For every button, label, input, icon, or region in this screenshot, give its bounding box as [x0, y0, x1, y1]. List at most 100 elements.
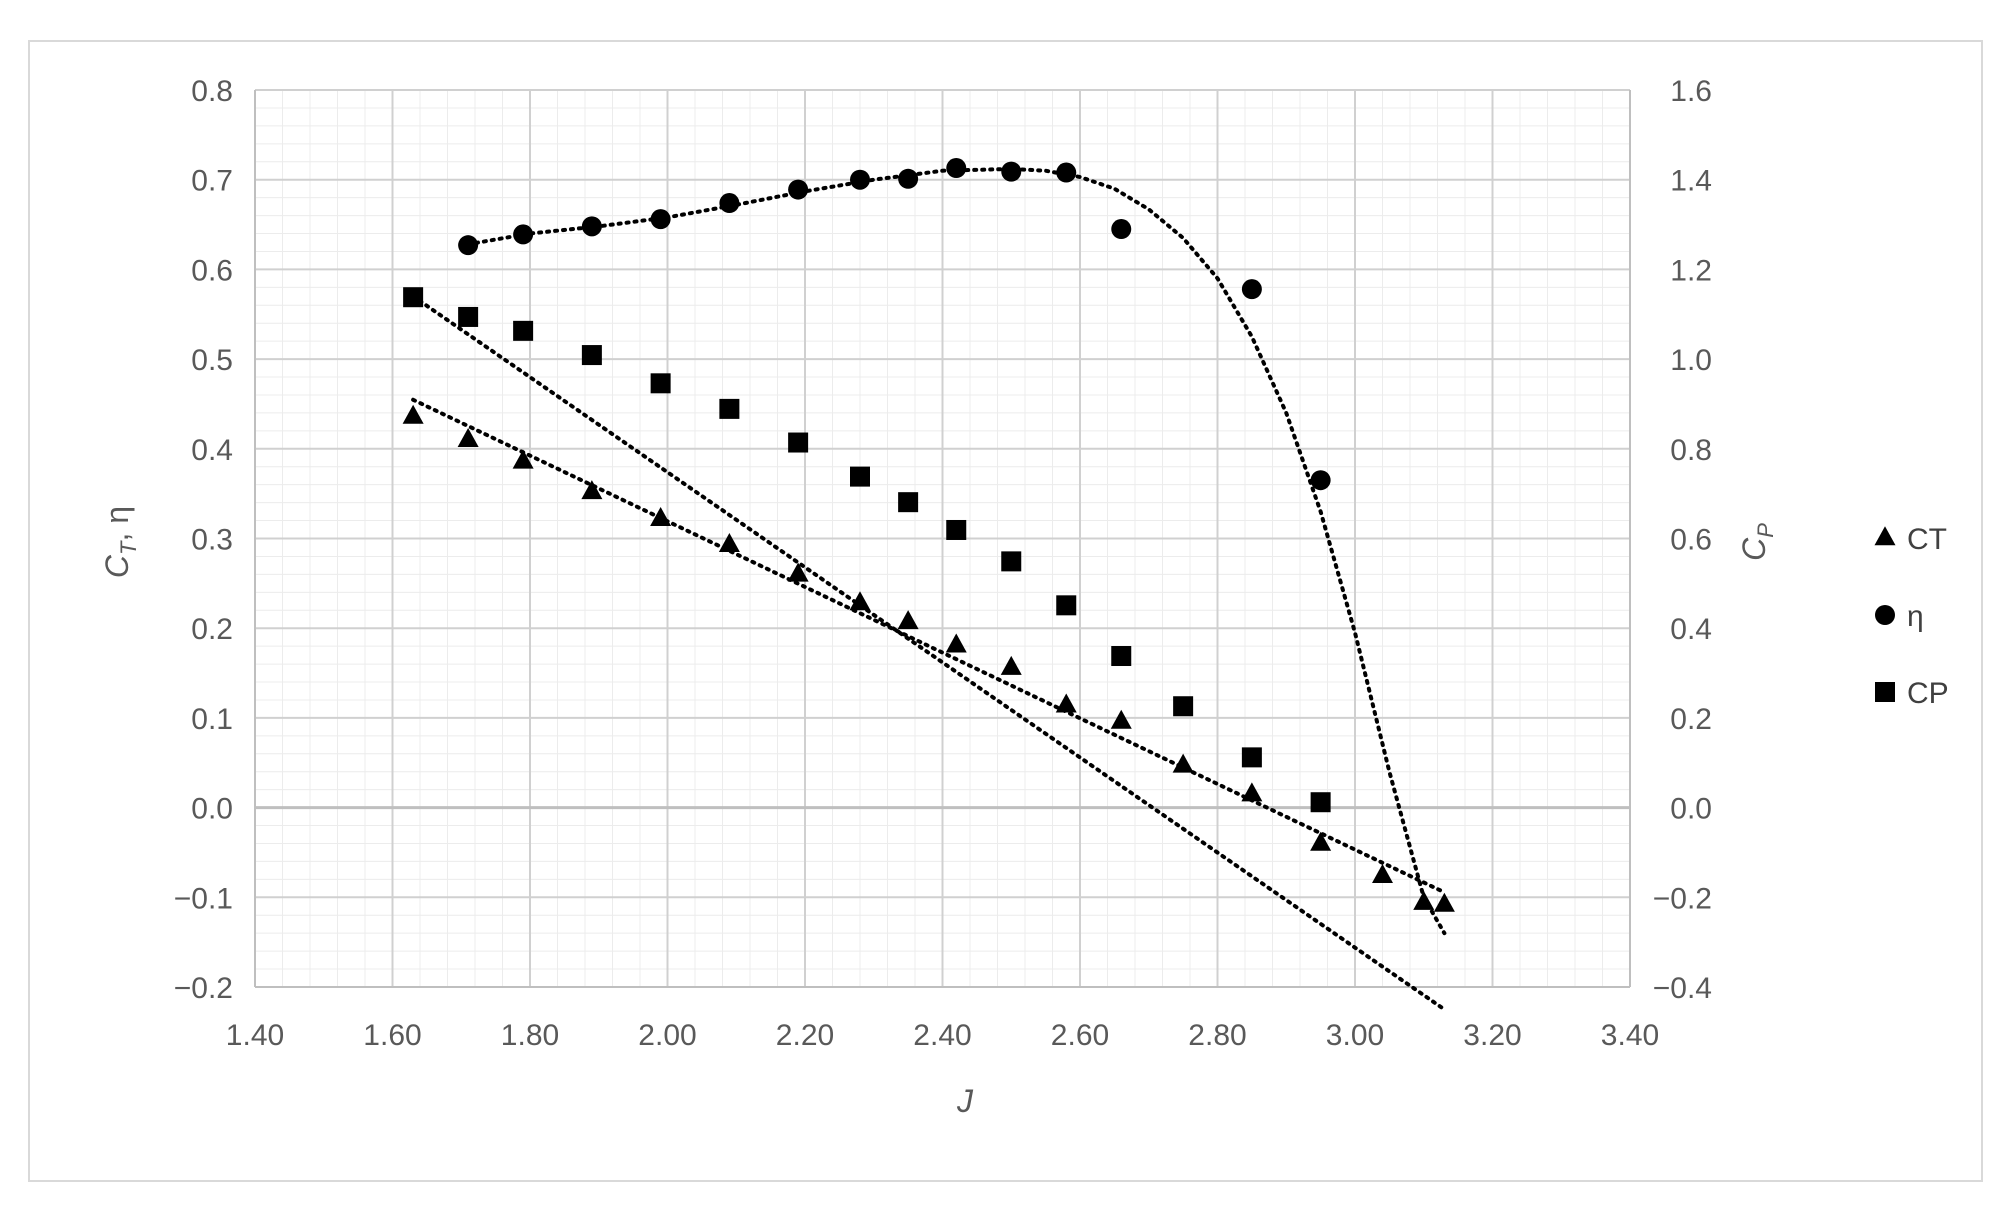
x-tick-label: 2.60 — [1051, 1019, 1109, 1052]
y-right-tick-label: 1.4 — [1670, 165, 1712, 198]
marker-triangle — [1241, 782, 1263, 802]
marker-square — [898, 492, 919, 513]
marker-triangle — [1413, 890, 1435, 910]
y-right-tick-label: 0.6 — [1670, 524, 1712, 557]
y-left-tick-label: 0.3 — [191, 524, 233, 557]
trendline-circle — [466, 166, 1447, 936]
marker-circle — [1001, 161, 1022, 182]
y-right-tick-label: 0.2 — [1670, 703, 1712, 736]
marker-triangle — [512, 449, 534, 469]
y-right-tick-label: 1.6 — [1670, 75, 1712, 108]
y-left-title-main: C — [99, 554, 135, 578]
marker-circle — [1056, 162, 1077, 183]
marker-triangle — [1433, 892, 1455, 912]
y-right-tick-label: 0.0 — [1670, 793, 1712, 826]
marker-circle — [1241, 279, 1262, 300]
marker-square — [1241, 747, 1262, 768]
y-left-title-rest: , η — [99, 506, 135, 542]
marker-triangle — [1372, 863, 1393, 883]
x-tick-label: 1.60 — [363, 1019, 421, 1052]
legend-label: η — [1907, 600, 1924, 633]
y-left-tick-label: 0.5 — [191, 344, 233, 377]
y-left-tick-label: 0.7 — [191, 165, 233, 198]
y-left-tick-label: −0.2 — [174, 972, 233, 1005]
data-markers — [402, 158, 1455, 912]
marker-triangle — [1000, 655, 1022, 675]
marker-circle — [788, 179, 809, 200]
trendline-square — [411, 294, 1447, 1012]
marker-triangle — [787, 562, 809, 582]
y-left-axis-title: CT, η — [99, 506, 141, 578]
y-left-tick-label: 0.1 — [191, 703, 233, 736]
marker-circle — [513, 224, 534, 245]
x-tick-label: 2.00 — [638, 1019, 696, 1052]
marker-square — [719, 398, 740, 419]
marker-square — [788, 432, 809, 453]
marker-circle — [1111, 219, 1132, 240]
x-tick-labels: 1.40 1.60 1.80 2.00 2.20 2.40 2.60 2.80 3.00 3.20… — [226, 1019, 1659, 1052]
marker-triangle — [457, 428, 479, 448]
y-right-tick-label: −0.2 — [1653, 882, 1712, 915]
marker-square — [650, 373, 671, 394]
x-tick-label: 3.00 — [1326, 1019, 1384, 1052]
marker-circle — [719, 193, 740, 214]
major-grid — [254, 89, 1631, 988]
y-right-axis-title: CP — [1736, 523, 1778, 561]
y-left-tick-label: 0.4 — [191, 434, 233, 467]
y-left-title-sub: T — [116, 540, 141, 555]
legend-marker-triangle — [1874, 526, 1896, 546]
marker-square — [458, 306, 479, 327]
marker-triangle — [718, 532, 740, 552]
x-tick-label: 2.20 — [776, 1019, 834, 1052]
trendlines — [411, 166, 1447, 1012]
y-right-tick-label: 1.2 — [1670, 254, 1712, 287]
y-right-title-main: C — [1736, 537, 1772, 561]
x-tick-label: 1.80 — [501, 1019, 559, 1052]
marker-triangle — [1172, 753, 1194, 773]
marker-triangle — [581, 480, 603, 500]
marker-square — [850, 466, 870, 487]
legend-label: CT — [1907, 523, 1947, 556]
legend: CT η CP — [1874, 523, 1949, 710]
marker-circle — [458, 235, 479, 256]
marker-circle — [581, 216, 602, 237]
marker-triangle — [849, 591, 871, 611]
y-right-tick-label: 0.8 — [1670, 434, 1712, 467]
legend-marker-circle — [1875, 605, 1895, 625]
x-tick-label: 3.40 — [1601, 1019, 1659, 1052]
marker-square — [1173, 696, 1194, 717]
marker-square — [1310, 792, 1331, 813]
marker-triangle — [1310, 831, 1332, 851]
y-right-tick-label: 1.0 — [1670, 344, 1712, 377]
marker-square — [1001, 551, 1022, 572]
chart: 1.40 1.60 1.80 2.00 2.20 2.40 2.60 2.80 3.00 3.20… — [99, 75, 1949, 1119]
marker-square — [513, 320, 534, 341]
y-left-tick-label: 0.2 — [191, 613, 233, 646]
chart-frame: 1.40 1.60 1.80 2.00 2.20 2.40 2.60 2.80 3.00 3.20… — [28, 40, 1983, 1182]
y-left-tick-label: −0.1 — [174, 882, 233, 915]
marker-square — [946, 519, 967, 540]
marker-triangle — [1110, 709, 1132, 729]
x-tick-label: 1.40 — [226, 1019, 284, 1052]
y-left-tick-labels: 0.8 0.7 0.6 0.5 0.4 0.3 0.2 0.1 0.0 −0.1 −0.2 — [174, 75, 233, 1005]
y-right-tick-label: 0.4 — [1670, 613, 1712, 646]
marker-triangle — [650, 506, 672, 526]
marker-circle — [898, 168, 919, 189]
y-left-tick-label: 0.8 — [191, 75, 233, 108]
y-right-tick-label: −0.4 — [1653, 972, 1712, 1005]
marker-circle — [1310, 470, 1331, 491]
marker-circle — [850, 169, 870, 190]
plot-axes — [254, 90, 1631, 988]
marker-triangle — [945, 633, 967, 653]
y-right-title-sub: P — [1753, 523, 1778, 538]
x-tick-label: 3.20 — [1463, 1019, 1521, 1052]
y-left-tick-label: 0.0 — [191, 793, 233, 826]
y-left-tick-label: 0.6 — [191, 254, 233, 287]
marker-triangle — [402, 404, 424, 424]
marker-square — [1111, 646, 1132, 667]
marker-triangle — [897, 610, 919, 630]
marker-circle — [946, 158, 967, 179]
marker-triangle — [1055, 693, 1077, 713]
y-right-tick-labels: 1.6 1.4 1.2 1.0 0.8 0.6 0.4 0.2 0.0 −0.2 −0.4 — [1653, 75, 1712, 1005]
x-axis-title: J — [956, 1083, 974, 1119]
